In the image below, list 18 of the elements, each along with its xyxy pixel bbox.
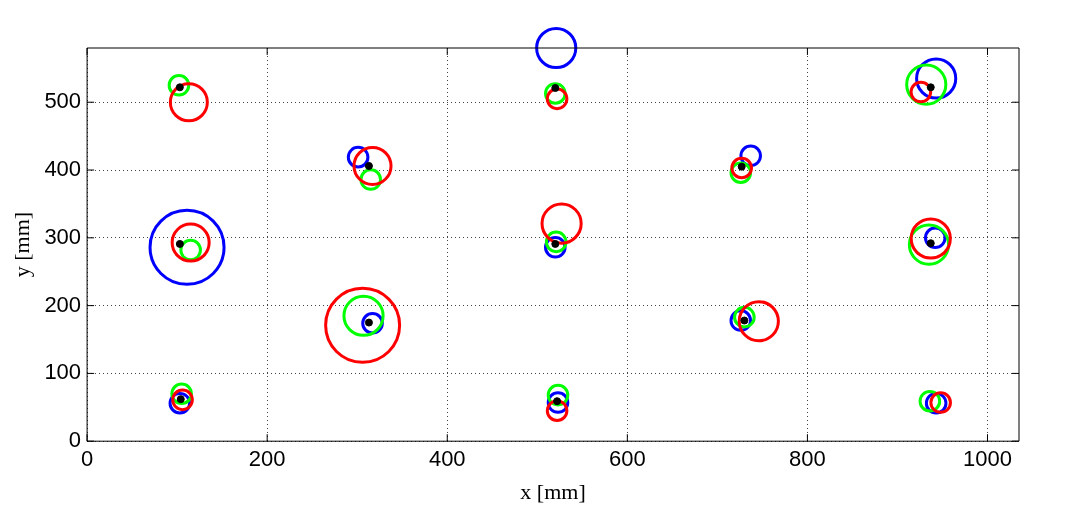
x-tick-label: 600	[608, 446, 646, 472]
point	[175, 239, 184, 248]
y-tick-label: 400	[44, 156, 82, 182]
y-tick-label: 300	[44, 223, 82, 249]
x-tick-label: 400	[428, 446, 466, 472]
point	[926, 239, 935, 248]
point	[926, 83, 935, 92]
y-tick-label: 200	[44, 291, 82, 317]
x-axis-title: x [mm]	[520, 478, 586, 504]
x-tick-label: 200	[248, 446, 286, 472]
x-tick-label: 800	[789, 446, 826, 472]
y-tick-label: 0	[68, 427, 82, 453]
y-tick-label: 100	[44, 359, 82, 385]
y-axis-title: y [mm]	[8, 211, 34, 278]
point	[364, 161, 373, 170]
x-tick-label: 1000	[963, 446, 1012, 472]
point	[551, 84, 560, 92]
y-tick-label: 500	[44, 88, 82, 114]
